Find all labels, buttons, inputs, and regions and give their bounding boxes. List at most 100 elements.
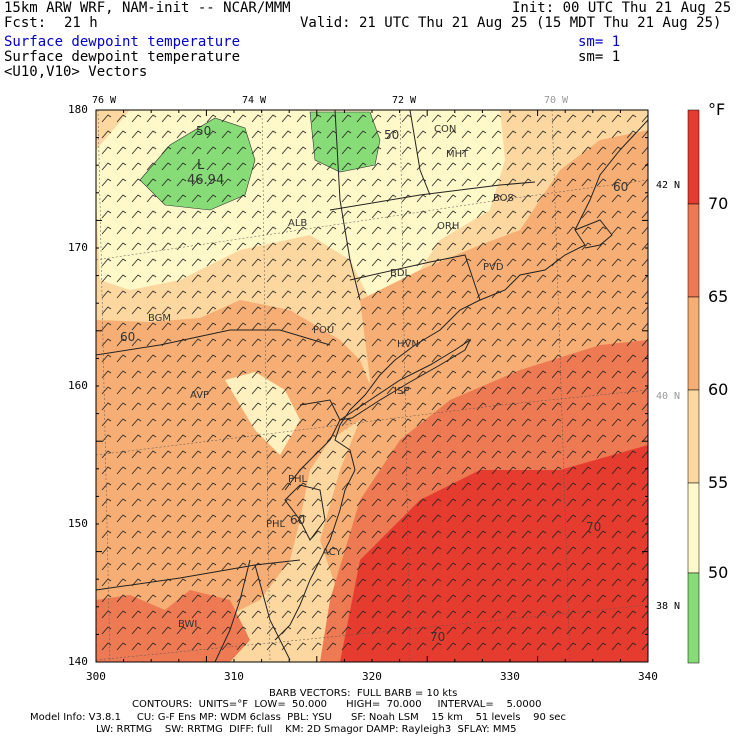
wind-barb	[596, 530, 607, 539]
wind-barb	[371, 402, 382, 411]
wind-barb	[371, 290, 382, 299]
wind-barb	[641, 306, 648, 315]
wind-barb	[341, 386, 352, 395]
wind-barb	[506, 610, 517, 619]
longitude-label: 72 W	[392, 95, 417, 106]
wind-barb	[386, 226, 397, 235]
wind-barb	[326, 418, 337, 427]
wind-barb	[296, 594, 307, 603]
city-label: PVD	[483, 262, 504, 273]
wind-barb	[116, 546, 127, 555]
wind-barb	[461, 178, 472, 187]
wind-barb	[176, 290, 187, 299]
wind-barb	[386, 482, 397, 491]
wind-barb	[266, 114, 277, 123]
wind-barb	[281, 338, 292, 347]
wind-barb	[416, 114, 427, 123]
wind-barb	[626, 322, 637, 331]
wind-barb	[386, 626, 397, 635]
wind-barb	[491, 178, 502, 187]
chesapeake	[214, 559, 251, 662]
wind-barb	[191, 354, 202, 363]
wind-barb	[281, 418, 292, 427]
wind-barb	[506, 642, 517, 651]
wind-barb	[191, 626, 202, 635]
wind-barb	[581, 114, 592, 123]
wind-barb	[566, 418, 577, 427]
wind-barb	[611, 450, 622, 459]
wind-barb	[116, 194, 127, 203]
wind-barb	[176, 322, 187, 331]
wind-barb	[626, 130, 637, 139]
wind-barb	[296, 418, 307, 427]
wind-barb	[311, 226, 322, 235]
field3-name: <U10,V10> Vectors	[4, 64, 148, 80]
wind-barb	[296, 146, 307, 155]
wind-barb	[491, 434, 502, 443]
wind-barb	[446, 242, 457, 251]
wind-barb	[221, 562, 232, 571]
wind-barb	[626, 402, 637, 411]
wind-barb	[281, 306, 292, 315]
wind-barb	[131, 482, 142, 491]
wind-barb	[341, 226, 352, 235]
wind-barb	[461, 354, 472, 363]
wind-barb	[146, 210, 157, 219]
wind-barb	[326, 594, 337, 603]
wind-barb	[161, 530, 172, 539]
city-label: BDL	[390, 268, 411, 279]
colorbar-label: 55	[708, 473, 729, 492]
wind-barb	[251, 242, 262, 251]
wind-barb	[476, 114, 487, 123]
wind-barb	[236, 626, 247, 635]
long-island	[339, 338, 472, 421]
wind-barb	[446, 450, 457, 459]
wind-barb	[641, 514, 648, 523]
wind-barb	[611, 594, 622, 603]
wind-barb	[146, 258, 157, 267]
wind-barb	[191, 482, 202, 491]
wind-barb	[341, 514, 352, 523]
wind-barb	[431, 242, 442, 251]
wind-barb	[416, 402, 427, 411]
wind-barb	[236, 130, 247, 139]
wind-barb	[626, 242, 637, 251]
wind-barb	[281, 210, 292, 219]
wind-barb	[251, 450, 262, 459]
forecast-hour: 21 h	[64, 15, 98, 31]
wind-barb	[626, 466, 637, 475]
wind-barb	[326, 450, 337, 459]
city-label: ALB	[288, 218, 308, 229]
barb-legend: BARB VECTORS: FULL BARB = 10 kts	[269, 688, 458, 699]
wind-barb	[296, 258, 307, 267]
city-label: ISP	[394, 386, 410, 397]
wind-barb	[401, 514, 412, 523]
wind-barb	[581, 290, 592, 299]
wind-barb	[581, 434, 592, 443]
wind-barb	[641, 450, 648, 459]
wind-barb	[386, 338, 397, 347]
wind-barb	[641, 146, 648, 155]
wind-barb	[551, 434, 562, 443]
wind-barb	[296, 514, 307, 523]
coastline	[274, 119, 648, 641]
wind-barb	[161, 466, 172, 475]
wind-barb	[236, 162, 247, 171]
wind-barb	[311, 594, 322, 603]
wind-barb	[206, 130, 217, 139]
wind-barb	[521, 642, 532, 651]
wind-barb	[401, 146, 412, 155]
wind-barb	[146, 562, 157, 571]
wind-barb	[446, 370, 457, 379]
wind-barb	[116, 322, 127, 331]
wind-barb	[176, 226, 187, 235]
wind-barb	[251, 642, 262, 651]
wind-barb	[566, 642, 577, 651]
wind-barb	[641, 114, 648, 123]
wind-barb	[416, 546, 427, 555]
wind-barb	[611, 434, 622, 443]
wind-barb	[386, 290, 397, 299]
wind-barb	[611, 114, 622, 123]
wind-barb	[206, 210, 217, 219]
wind-barb	[551, 354, 562, 363]
